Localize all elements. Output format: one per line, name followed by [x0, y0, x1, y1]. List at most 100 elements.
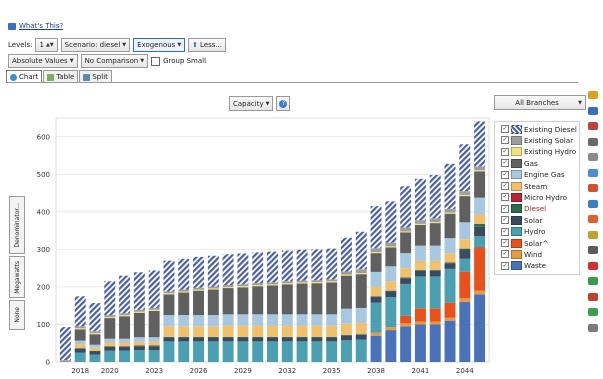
whats-this-link[interactable]: What's This?	[19, 22, 64, 30]
legend-checkbox[interactable]: ✓	[501, 159, 509, 168]
x-tick-label: 2029	[234, 367, 252, 375]
megawatts-button[interactable]: Megawatts	[9, 256, 25, 298]
group-small-checkbox[interactable]	[151, 56, 161, 66]
legend-item[interactable]: ✓ Hydro	[501, 227, 545, 237]
branches-dropdown[interactable]: All Branches ▼	[494, 95, 586, 110]
bar-segment	[370, 286, 382, 297]
bar-segment	[429, 218, 441, 222]
legend-checkbox[interactable]: ✓	[501, 136, 509, 145]
tool-icon[interactable]	[588, 230, 598, 239]
export-icon[interactable]	[588, 308, 598, 316]
chevron-down-icon: ▼	[578, 99, 582, 106]
exogenous-dropdown[interactable]: Exogenous ▼	[133, 38, 186, 52]
help-button[interactable]: ?	[276, 96, 291, 111]
legend-swatch	[511, 261, 522, 271]
tab-chart[interactable]: Chart	[6, 70, 43, 83]
bar-segment	[133, 309, 145, 312]
bar-segment	[207, 289, 219, 316]
values-toolbar: Absolute Values ▼ No Comparison ▼ Group …	[8, 54, 206, 68]
tab-split[interactable]: Split	[79, 70, 112, 83]
legend-item[interactable]: ✓ Micro Hydro	[501, 192, 567, 202]
bar-segment	[459, 301, 471, 362]
x-tick-label: 2044	[456, 367, 474, 375]
legend-checkbox[interactable]: ✓	[501, 204, 509, 213]
legend-checkbox[interactable]: ✓	[501, 125, 509, 133]
bar-segment	[193, 326, 205, 337]
none-button[interactable]: None	[9, 300, 25, 330]
legend-item[interactable]: ✓ Wind	[501, 249, 542, 259]
bar-segment	[296, 341, 308, 362]
bar-segment	[355, 269, 367, 274]
legend-checkbox[interactable]: ✓	[501, 261, 509, 270]
legend-checkbox[interactable]: ✓	[501, 227, 509, 236]
bar-segment	[385, 242, 397, 247]
legend-checkbox[interactable]: ✓	[501, 239, 509, 247]
bar-segment	[178, 341, 190, 362]
ppt-icon[interactable]	[588, 292, 598, 301]
bar-segment	[163, 341, 175, 362]
pie-icon[interactable]	[588, 91, 598, 99]
bar-segment	[104, 350, 116, 362]
bar-segment	[296, 314, 308, 326]
less-button[interactable]: ⬆ Less...	[188, 38, 227, 52]
bar-segment	[444, 208, 456, 213]
bar-segment	[429, 308, 441, 322]
bar-icon[interactable]	[588, 106, 598, 115]
tool-icon[interactable]	[588, 246, 598, 254]
legend-item[interactable]: ✓ Steam	[501, 181, 547, 191]
scenario-dropdown[interactable]: Scenario: diesel ▼	[60, 38, 131, 52]
comparison-dropdown[interactable]: No Comparison ▼	[80, 54, 149, 68]
bar-segment	[296, 249, 308, 281]
legend-checkbox[interactable]: ✓	[501, 193, 509, 202]
capacity-dropdown[interactable]: Capacity ▼	[229, 96, 274, 111]
bar-segment	[459, 196, 471, 223]
legend-panel: ✓ Existing Diesel ✓ Existing Solar ✓ Existing…	[494, 121, 580, 275]
y-tick-label: 500	[37, 171, 50, 179]
bar-segment	[74, 296, 86, 327]
denominator-button[interactable]: Denominator...	[9, 196, 25, 254]
legend-item[interactable]: ✓ Gas	[501, 158, 538, 168]
levels-spinner[interactable]: 1 ▲▼	[35, 38, 58, 52]
color-icon[interactable]	[588, 122, 598, 130]
bar-segment	[400, 227, 412, 232]
y-tick-label: 400	[37, 208, 50, 216]
tab-table[interactable]: Table	[43, 70, 79, 83]
legend-checkbox[interactable]: ✓	[501, 147, 509, 156]
legend-checkbox[interactable]: ✓	[501, 182, 509, 190]
bar-segment	[193, 256, 205, 288]
legend-item[interactable]: ✓ Engine Gas	[501, 170, 565, 180]
bar-segment	[340, 275, 352, 309]
bar-segment	[222, 341, 234, 362]
bar-segment	[355, 231, 367, 270]
legend-item[interactable]: ✓ Diesel	[501, 204, 546, 214]
tool-icon[interactable]	[588, 137, 598, 146]
tab-chart-label: Chart	[19, 73, 39, 81]
legend-checkbox[interactable]: ✓	[501, 170, 509, 179]
legend-checkbox[interactable]: ✓	[501, 216, 509, 225]
levels-value: 1	[39, 41, 44, 49]
legend-item[interactable]: ✓ Existing Hydro	[501, 147, 576, 157]
variable-selector: Capacity ▼ ?	[229, 96, 291, 111]
legend-item[interactable]: ✓ Solar^	[501, 238, 548, 248]
excel-icon[interactable]	[588, 277, 598, 285]
legend-item[interactable]: ✓ Existing Diesel	[501, 124, 577, 134]
bar-segment	[340, 334, 352, 336]
tool-icon[interactable]	[588, 323, 598, 332]
bar-segment	[355, 307, 367, 323]
tool-icon[interactable]	[588, 153, 598, 161]
tool-icon[interactable]	[588, 184, 598, 192]
legend-item[interactable]: ✓ Waste	[501, 261, 546, 271]
bar-segment	[414, 245, 426, 261]
legend-swatch	[511, 227, 522, 237]
chart-icon[interactable]	[588, 199, 598, 208]
legend-item[interactable]: ✓ Solar	[501, 215, 542, 225]
legend-label: Solar^	[524, 238, 549, 248]
legend-item[interactable]: ✓ Existing Solar	[501, 135, 573, 145]
bar-segment	[296, 280, 308, 283]
bar-segment	[207, 255, 219, 287]
tool-icon[interactable]	[588, 168, 598, 177]
grid-icon[interactable]	[588, 215, 598, 223]
legend-checkbox[interactable]: ✓	[501, 250, 509, 259]
absolute-values-dropdown[interactable]: Absolute Values ▼	[8, 54, 78, 68]
tool-icon[interactable]	[588, 261, 598, 270]
